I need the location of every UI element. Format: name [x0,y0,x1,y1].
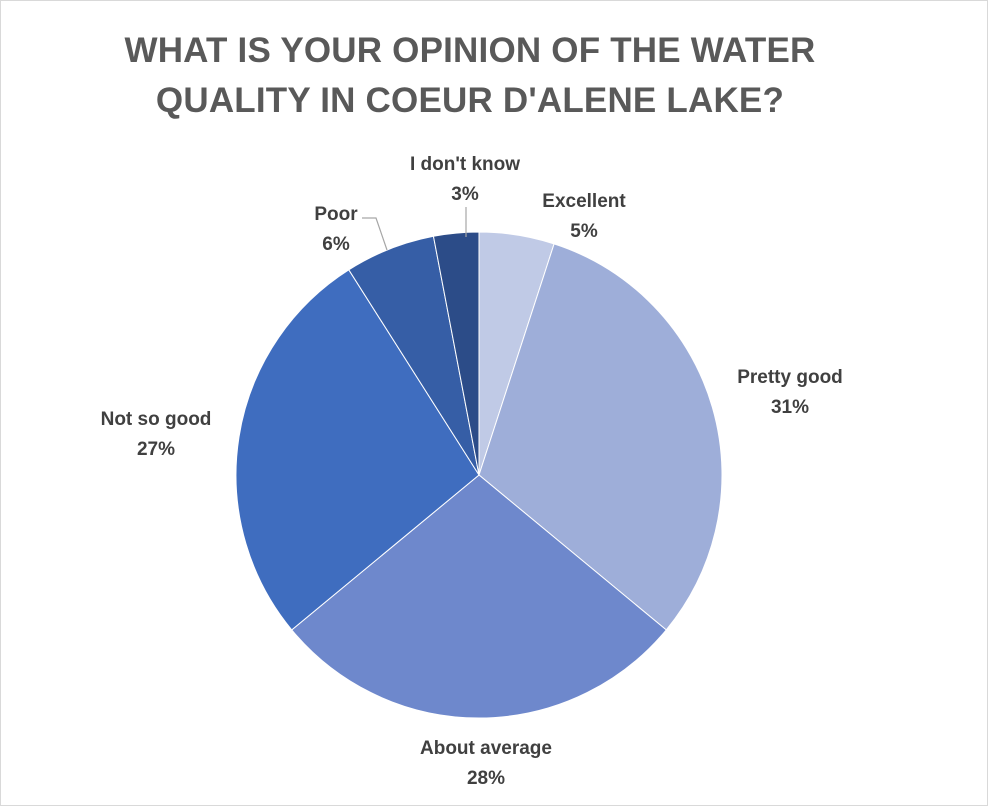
data-label-i-don-t-know: I don't know [410,154,520,175]
pie-slice-i-don-t-know [432,231,480,476]
data-label-percent-i-don-t-know: 3% [451,184,479,205]
pie-slice-not-so-good [235,269,480,631]
pie-slice-pretty-good [478,243,723,631]
data-label-percent-poor: 6% [322,234,350,255]
data-label-percent-not-so-good: 27% [137,439,175,460]
data-label-about-average: About average [420,738,552,759]
data-label-excellent: Excellent [542,191,626,212]
leader-line-poor [362,217,388,251]
chart-title-line-2: QUALITY IN COEUR D'ALENE LAKE? [155,81,785,120]
chart-title: WHAT IS YOUR OPINION OF THE WATER QUALIT… [60,26,880,126]
chart-title-line-1: WHAT IS YOUR OPINION OF THE WATER [124,31,816,70]
data-label-percent-pretty-good: 31% [771,397,809,418]
data-label-poor: Poor [314,204,358,225]
data-label-not-so-good: Not so good [101,409,212,430]
data-label-percent-about-average: 28% [467,768,505,789]
pie-slice-about-average [291,474,667,719]
data-label-percent-excellent: 5% [570,221,598,242]
data-label-pretty-good: Pretty good [737,367,843,388]
